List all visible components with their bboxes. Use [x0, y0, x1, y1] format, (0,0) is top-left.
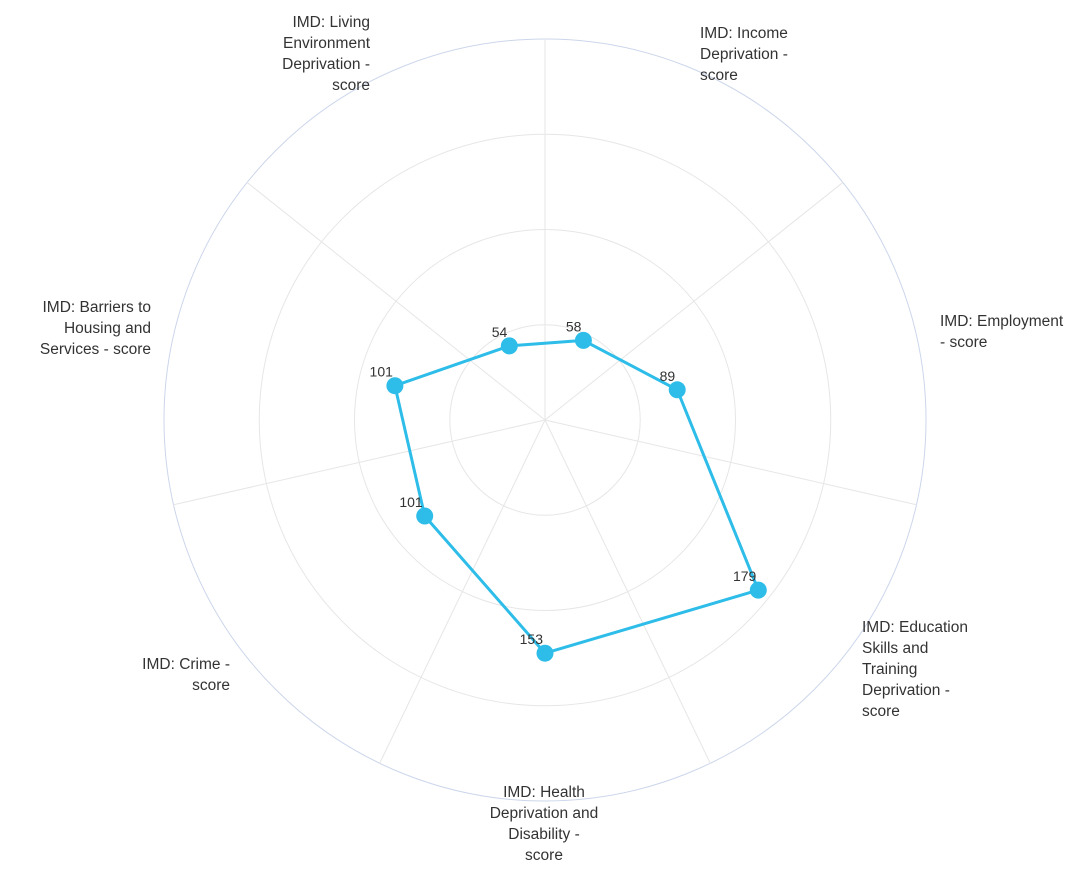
axis-label-income: IMD: Income Deprivation - score — [700, 25, 788, 84]
data-label: 101 — [370, 364, 394, 380]
data-point — [416, 507, 434, 525]
grid-spoke — [173, 419, 546, 506]
axis-label-living-environment: IMD: Living Environment Deprivation - sc… — [282, 14, 370, 94]
data-point — [574, 331, 592, 349]
data-label: 179 — [733, 568, 757, 584]
data-point — [386, 377, 404, 395]
data-label: 153 — [520, 631, 544, 647]
axis-label-education: IMD: Education Skills and Training Depri… — [862, 619, 968, 720]
grid-spoke — [246, 182, 546, 421]
axis-label-employment: IMD: Employment - score — [940, 313, 1064, 351]
grid-spoke — [544, 419, 711, 764]
data-label: 54 — [492, 324, 508, 340]
data-point — [536, 644, 554, 662]
grid-spoke — [379, 419, 546, 764]
grid-spoke — [544, 182, 844, 421]
data-label: 101 — [399, 494, 423, 510]
data-label: 58 — [566, 318, 582, 334]
axis-label-crime: IMD: Crime - score — [142, 656, 230, 694]
grid-spoke — [544, 419, 917, 506]
data-point — [749, 581, 767, 599]
axis-label-health: IMD: Health Deprivation and Disability -… — [489, 784, 599, 864]
axis-label-barriers: IMD: Barriers to Housing and Services - … — [39, 299, 151, 358]
data-point — [668, 381, 686, 399]
data-point — [500, 337, 518, 355]
data-label: 89 — [660, 368, 676, 384]
series-line — [393, 338, 760, 655]
